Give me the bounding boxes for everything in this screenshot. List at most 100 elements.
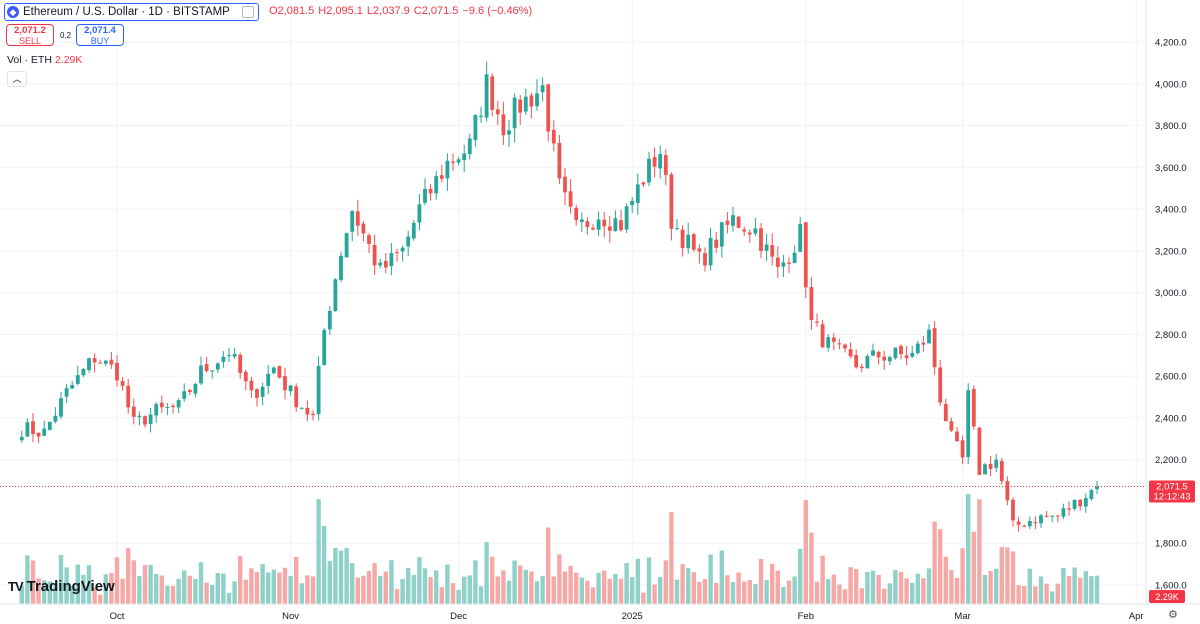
volume-bar [859, 588, 864, 604]
volume-bar [1066, 575, 1072, 604]
volume-bar [75, 564, 80, 604]
candle-body [406, 236, 411, 247]
volume-bar [1038, 576, 1044, 604]
volume-bar [540, 575, 545, 604]
volume-bar [966, 494, 971, 604]
candle-body [669, 174, 674, 229]
volume-bar [473, 560, 478, 604]
price-axis[interactable]: 4,200.0 4,000.0 3,800.0 3,600.0 3,400.0 3,200… [1155, 38, 1187, 592]
candle-body [227, 355, 231, 357]
candle-body [1022, 525, 1027, 527]
candle-body [1016, 521, 1021, 525]
gear-icon[interactable]: ⚙ [1168, 609, 1178, 621]
candle-body [159, 402, 164, 408]
volume-bar [260, 564, 265, 604]
candle-body [675, 228, 679, 230]
volume-bar [988, 571, 993, 604]
candle-body [501, 114, 506, 136]
candle-body [540, 85, 545, 93]
symbol-menu-icon[interactable] [241, 6, 254, 18]
candle-body [826, 337, 831, 348]
candle-body [283, 376, 287, 391]
candle-body [143, 416, 147, 425]
candle-body [456, 159, 461, 163]
volume-bar [249, 568, 254, 604]
volume-bar [25, 555, 30, 604]
volume-bar [316, 499, 321, 604]
sell-button[interactable]: 2,071.2 SELL [6, 24, 54, 46]
candle-body [747, 232, 752, 235]
volume-bar [344, 548, 349, 604]
volume-bar [764, 580, 769, 604]
candle-body [255, 389, 259, 398]
candle-body [837, 343, 842, 345]
volume-bar [439, 587, 444, 604]
volume-bar [64, 567, 69, 604]
volume-bar [658, 577, 663, 604]
candle-body [423, 188, 427, 203]
candle-body [327, 310, 332, 330]
volume-bar [971, 531, 976, 604]
sell-label: SELL [18, 36, 42, 46]
volume-bar [226, 592, 232, 604]
candle-body [98, 362, 103, 364]
volume-bar [1027, 568, 1032, 604]
volume-bar [949, 570, 954, 604]
volume-bar [596, 572, 601, 604]
candlesticks [19, 61, 1099, 532]
candle-body [607, 226, 612, 231]
tradingview-logo[interactable]: TV TradingView [8, 578, 115, 595]
buy-button[interactable]: 2,071.4 BUY [76, 24, 124, 46]
y-tick-label: 4,000.0 [1155, 79, 1187, 90]
volume-bar [529, 571, 534, 604]
volume-bar [814, 581, 820, 604]
candle-body [495, 109, 500, 115]
volume-bar [714, 582, 719, 604]
candle-body [641, 182, 646, 185]
volume-bar [854, 568, 859, 604]
candle-body [53, 415, 58, 422]
candle-body [1061, 508, 1066, 517]
volume-bar [546, 527, 551, 604]
volume-bar [154, 573, 159, 604]
candle-body [703, 253, 707, 266]
candle-body [36, 432, 41, 437]
candle-body [613, 218, 618, 232]
candle-body [882, 356, 887, 361]
svg-text:2.29K: 2.29K [1155, 592, 1179, 602]
volume-bar [607, 578, 612, 604]
candle-body [187, 389, 192, 393]
volume-bar [910, 582, 915, 604]
candle-body [652, 157, 657, 167]
candle-body [238, 354, 243, 373]
time-axis[interactable]: Oct Nov Dec 2025 Feb Mar Apr [110, 611, 1144, 622]
candle-body [815, 321, 819, 323]
candle-body [389, 252, 394, 267]
ohlc-readout: O2,081.5 H2,095.1 L2,037.9 C2,071.5 −9.6 (−0… [269, 5, 536, 17]
volume-bar [753, 584, 758, 604]
volume-bar [775, 570, 780, 604]
volume-bar [882, 588, 887, 604]
volume-bar [702, 578, 708, 604]
x-tick-label: Nov [282, 611, 299, 622]
volume-bar [579, 577, 584, 604]
buy-label: BUY [90, 36, 110, 46]
logo-text: TradingView [26, 578, 115, 595]
volume-bar [288, 575, 293, 604]
volume-bar [350, 563, 355, 604]
symbol-header[interactable]: ◆ Ethereum / U.S. Dollar · 1D · BITSTAMP [4, 3, 259, 21]
candle-body [19, 436, 24, 441]
volume-bar [501, 570, 506, 604]
candle-body [243, 371, 248, 382]
volume-bar [904, 578, 909, 604]
candle-body [647, 158, 651, 183]
candle-body [899, 346, 903, 355]
candle-body [971, 388, 976, 427]
volume-bar [1089, 576, 1094, 604]
candle-body [966, 390, 971, 458]
candle-body [81, 368, 86, 376]
candle-body [523, 96, 528, 112]
chevron-up-icon[interactable]: ︿ [7, 71, 27, 87]
volume-bar [982, 574, 988, 604]
